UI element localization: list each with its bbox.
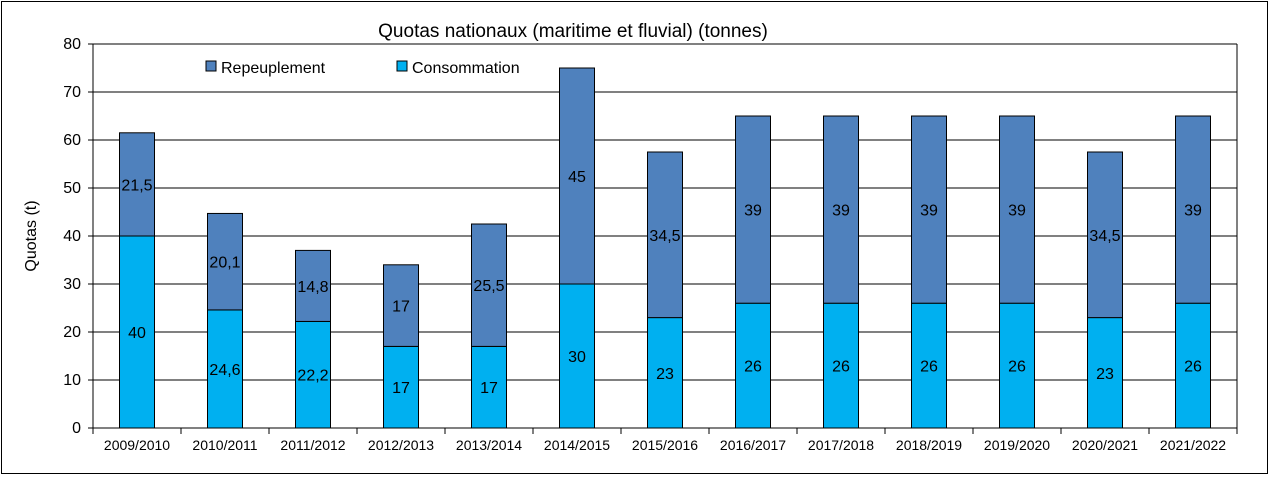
- x-tick-label: 2021/2022: [1160, 437, 1226, 453]
- y-tick-label: 20: [63, 324, 81, 341]
- bar-repeuplement: [999, 115, 1035, 304]
- x-tick-label: 2018/2019: [896, 437, 962, 453]
- y-tick-label: 70: [63, 84, 81, 101]
- legend-swatch: [205, 60, 217, 72]
- data-label: 22,2: [297, 368, 328, 385]
- y-tick-label: 40: [63, 228, 81, 245]
- bar-consommation: [1175, 302, 1211, 429]
- data-label: 30: [568, 349, 586, 366]
- x-tick-label: 2014/2015: [544, 437, 610, 453]
- data-label: 26: [1008, 359, 1026, 376]
- bar-repeuplement: [735, 115, 771, 304]
- bar-repeuplement: [823, 115, 859, 304]
- bar-repeuplement: [911, 115, 947, 304]
- data-label: 34,5: [649, 228, 680, 245]
- bar-consommation: [383, 345, 419, 429]
- bar-repeuplement: [295, 249, 331, 322]
- x-tick-label: 2019/2020: [984, 437, 1050, 453]
- bar-repeuplement: [559, 67, 595, 285]
- x-tick-label: 2015/2016: [632, 437, 698, 453]
- data-label: 17: [392, 299, 410, 316]
- data-label: 24,6: [209, 362, 240, 379]
- data-label: 20,1: [209, 255, 240, 272]
- x-tick-label: 2011/2012: [280, 437, 345, 453]
- data-label: 14,8: [297, 279, 328, 296]
- data-label: 17: [392, 380, 410, 397]
- data-label: 40: [128, 325, 146, 342]
- x-tick-label: 2010/2011: [192, 437, 257, 453]
- data-label: 39: [1008, 203, 1026, 220]
- data-label: 23: [1096, 366, 1114, 383]
- data-label: 34,5: [1089, 228, 1120, 245]
- data-label: 26: [1184, 359, 1202, 376]
- legend: Repeuplement Consommation: [205, 60, 520, 77]
- y-tick-label: 60: [63, 132, 81, 149]
- bar-repeuplement: [207, 212, 243, 311]
- y-tick-label: 30: [63, 276, 81, 293]
- y-tick-label: 10: [63, 372, 81, 389]
- chart-title: Quotas nationaux (maritime et fluvial) (…: [378, 21, 768, 42]
- data-label: 23: [656, 366, 674, 383]
- data-label: 26: [744, 359, 762, 376]
- bar-repeuplement: [119, 132, 155, 237]
- legend-label: Repeuplement: [221, 60, 326, 77]
- x-tick-label: 2012/2013: [368, 437, 434, 453]
- x-tick-label: 2016/2017: [720, 437, 786, 453]
- data-label: 26: [920, 359, 938, 376]
- data-label: 26: [832, 359, 850, 376]
- bar-consommation: [471, 345, 507, 429]
- bar-repeuplement: [1175, 115, 1211, 304]
- bar-consommation: [559, 283, 595, 429]
- legend-label: Consommation: [412, 60, 520, 77]
- bar-repeuplement: [383, 264, 419, 347]
- data-label: 17: [480, 380, 498, 397]
- x-tick-label: 2009/2010: [104, 437, 170, 453]
- bar-consommation: [207, 309, 243, 429]
- data-label: 39: [744, 203, 762, 220]
- y-tick-label: 80: [63, 36, 81, 53]
- y-tick-label: 50: [63, 180, 81, 197]
- x-tick-label: 2020/2021: [1072, 437, 1138, 453]
- bar-consommation: [911, 302, 947, 429]
- data-label: 39: [832, 203, 850, 220]
- bar-consommation: [823, 302, 859, 429]
- data-label: 21,5: [121, 177, 152, 194]
- data-label: 25,5: [473, 278, 504, 295]
- x-tick-label: 2017/2018: [808, 437, 874, 453]
- bar-repeuplement: [471, 223, 507, 347]
- y-axis-label: Quotas (t): [23, 200, 40, 271]
- data-label: 39: [920, 203, 938, 220]
- y-tick-label: 0: [72, 420, 81, 437]
- bar-repeuplement: [1087, 151, 1123, 319]
- x-tick-label: 2013/2014: [456, 437, 522, 453]
- data-label: 39: [1184, 203, 1202, 220]
- bar-repeuplement: [647, 151, 683, 319]
- axes-layer: 0 10 20 30 40 50 60 70 80 2009/2010 2010/2011 2011/…: [63, 36, 1238, 453]
- legend-swatch: [396, 60, 408, 72]
- data-label: 45: [568, 169, 586, 186]
- bars-layer: 40 21,5 24,6 20,1 22,2 14,8 17 17 17 25,5 30 45 23 34…: [119, 67, 1211, 429]
